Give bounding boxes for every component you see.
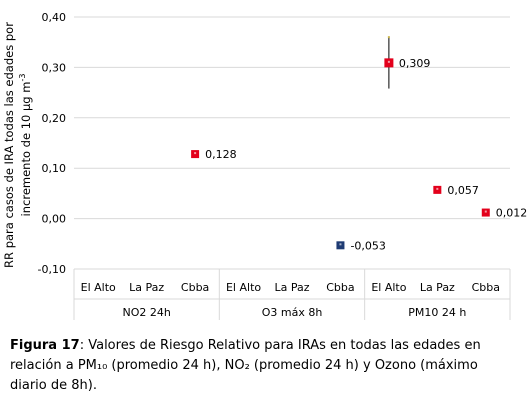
y-tick-labels: 0,40 0,30 0,20 0,10 0,00 -0,10: [38, 11, 66, 276]
x-group-label: PM10 24 h: [408, 306, 466, 319]
x-tick-label: El Alto: [81, 281, 116, 294]
data-point-highlight: [484, 210, 487, 213]
data-point-highlight: [387, 60, 390, 63]
y-tick-label: 0,00: [42, 213, 67, 226]
x-category-labels: El Alto La Paz Cbba El Alto La Paz Cbba El Alt…: [81, 281, 500, 294]
data-label: 0,057: [447, 184, 479, 197]
data-label: -0,053: [350, 239, 385, 252]
caption-label: Figura 17: [10, 338, 80, 353]
gridlines: [73, 16, 511, 320]
data-point-highlight: [339, 243, 342, 246]
x-group-label: NO2 24h: [122, 306, 170, 319]
x-tick-label: El Alto: [226, 281, 261, 294]
x-tick-label: Cbba: [326, 281, 354, 294]
data-points: 0,128 -0,053 0,309 0,057 0,012: [191, 36, 527, 252]
caption-text: : Valores de Riesgo Relativo para IRAs e…: [10, 338, 481, 393]
figure-caption: Figura 17: Valores de Riesgo Relativo pa…: [10, 336, 516, 396]
x-group-label: O3 máx 8h: [262, 306, 323, 319]
chart-area: 0,40 0,30 0,20 0,10 0,00 -0,10 El Alto La Paz C…: [2, 11, 527, 320]
data-label: 0,128: [205, 148, 237, 161]
data-label: 0,309: [399, 57, 431, 70]
x-tick-label: La Paz: [420, 281, 455, 294]
x-group-labels: NO2 24h O3 máx 8h PM10 24 h: [122, 306, 466, 319]
y-axis-label-line2: incremento de 10 µg m-3: [18, 74, 33, 217]
y-tick-label: 0,40: [42, 11, 67, 24]
x-tick-label: La Paz: [129, 281, 164, 294]
data-point-highlight: [194, 152, 197, 155]
data-point-highlight: [436, 187, 439, 190]
y-tick-label: 0,10: [42, 162, 67, 175]
data-label: 0,012: [496, 207, 528, 220]
x-tick-label: El Alto: [371, 281, 406, 294]
y-tick-label: -0,10: [38, 263, 66, 276]
y-tick-label: 0,30: [42, 61, 67, 74]
x-tick-label: Cbba: [472, 281, 500, 294]
x-tick-label: La Paz: [274, 281, 309, 294]
y-tick-label: 0,20: [42, 112, 67, 125]
x-tick-label: Cbba: [181, 281, 209, 294]
error-bar-cap: [387, 36, 390, 39]
y-axis-label: RR para casos de IRA todas las edades po…: [2, 22, 16, 268]
